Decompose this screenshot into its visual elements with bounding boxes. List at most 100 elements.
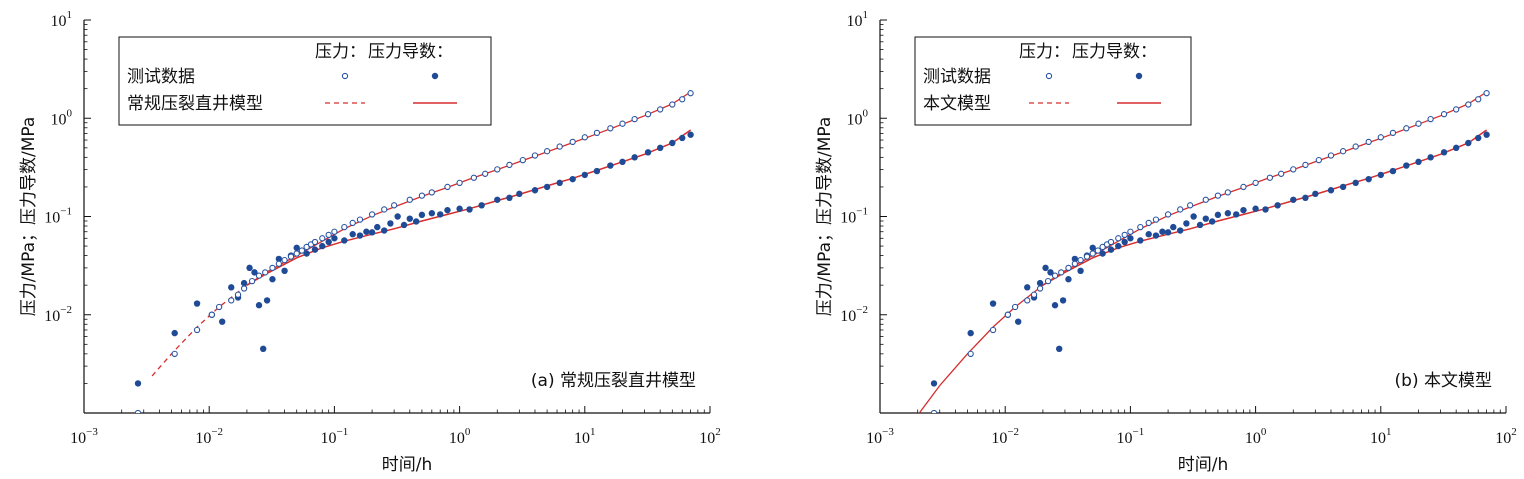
pressure-point — [1290, 166, 1297, 173]
pressure-point — [1315, 156, 1322, 164]
legend-row-model: 常规压裂直井模型 — [127, 94, 263, 114]
pressure-point — [1214, 192, 1222, 199]
derivative-point — [1214, 211, 1222, 219]
y-tick-label: 101 — [847, 9, 869, 30]
pressure-point — [1427, 115, 1434, 123]
pressure-point — [989, 326, 997, 334]
derivative-point — [1036, 279, 1044, 287]
pressure-point — [234, 291, 242, 298]
derivative-point — [1233, 211, 1240, 218]
pressure-point — [569, 138, 576, 146]
y-tick-label: 100 — [51, 107, 73, 128]
pressure-point — [644, 111, 652, 118]
derivative-point — [1427, 154, 1434, 161]
derivative-point — [1089, 244, 1096, 252]
derivative-point — [967, 329, 974, 337]
pressure-point — [1483, 90, 1490, 97]
derivative-point — [134, 380, 142, 387]
pressure-point — [687, 90, 694, 97]
derivative-point — [1121, 238, 1128, 246]
pressure-point — [1415, 120, 1422, 127]
pressure-point — [298, 247, 306, 254]
pressure-point — [444, 183, 451, 191]
legend-header-pressure: 压力： — [1019, 42, 1070, 62]
pressure-point — [581, 134, 588, 141]
pressure-point — [193, 326, 201, 334]
derivative-point — [644, 149, 652, 156]
pressure-point — [1365, 138, 1372, 146]
derivative-point — [930, 380, 938, 387]
pressure-point — [657, 106, 664, 113]
derivative-point — [240, 279, 248, 287]
pressure-point — [1389, 129, 1397, 137]
derivative-point — [1047, 269, 1054, 276]
pressure-point — [171, 350, 178, 357]
pressure-point — [1202, 196, 1209, 203]
derivative-point — [263, 297, 271, 304]
pressure-point — [331, 228, 338, 235]
derivative-point — [246, 264, 253, 272]
pressure-point — [1024, 297, 1031, 304]
pressure-point — [248, 277, 256, 285]
derivative-point — [1365, 175, 1372, 183]
derivative-point — [1452, 144, 1460, 152]
derivative-point — [293, 244, 300, 252]
legend-filled-marker — [1135, 72, 1143, 80]
derivative-point — [325, 238, 332, 246]
x-axis-title: 时间/h — [1178, 455, 1229, 475]
derivative-point — [516, 190, 523, 198]
derivative-point — [387, 220, 394, 227]
plot-area — [918, 90, 1490, 413]
pressure-point — [287, 253, 295, 260]
x-tick-label: 10−1 — [1117, 426, 1145, 447]
legend-row-model: 本文模型 — [923, 94, 991, 114]
derivative-point — [418, 211, 426, 219]
derivative-point — [631, 154, 638, 161]
pressure-point — [1453, 106, 1460, 113]
pressure-point — [930, 409, 938, 413]
legend-box — [118, 36, 492, 126]
pressure-point — [593, 129, 601, 137]
derivative-point — [1137, 237, 1144, 244]
derivative-point — [356, 232, 364, 239]
derivative-point — [368, 229, 376, 236]
pressure-point — [406, 196, 413, 203]
pressure-point — [240, 285, 248, 292]
pressure-point — [1137, 223, 1144, 231]
derivative-point — [1208, 218, 1216, 225]
derivative-point — [1190, 213, 1197, 220]
legend-box — [914, 36, 1192, 126]
pressure-point — [1152, 216, 1160, 223]
pressure-point — [470, 174, 478, 181]
derivative-point — [171, 329, 178, 337]
pressure-point — [325, 231, 332, 239]
derivative-point — [1240, 206, 1247, 214]
derivative-point — [531, 187, 539, 194]
derivative-point — [1077, 267, 1084, 275]
y-tick-label: 101 — [51, 9, 73, 30]
pressure-point — [1177, 206, 1184, 213]
derivative-point — [1051, 302, 1059, 309]
legend-header-pressure: 压力： — [315, 42, 366, 62]
pressure-point — [269, 264, 276, 272]
derivative-point — [1327, 187, 1335, 194]
derivative-point — [400, 221, 408, 229]
pressure-point — [428, 189, 435, 196]
pressure-point — [506, 161, 513, 169]
pressure-point — [543, 148, 551, 155]
x-tick-label: 101 — [1370, 426, 1392, 447]
pressure-point — [631, 115, 638, 123]
pressure-point — [1440, 111, 1448, 118]
derivative-point — [1483, 131, 1490, 138]
derivative-point — [394, 213, 401, 220]
derivative-point — [679, 134, 686, 142]
derivative-point — [1202, 215, 1209, 222]
derivative-point — [581, 171, 588, 179]
pressure-point — [1036, 285, 1044, 292]
pressure-point — [669, 101, 676, 108]
pressure-point — [228, 297, 235, 304]
derivative-point — [260, 345, 267, 353]
derivative-point — [1415, 158, 1422, 166]
pressure-point — [293, 250, 300, 257]
